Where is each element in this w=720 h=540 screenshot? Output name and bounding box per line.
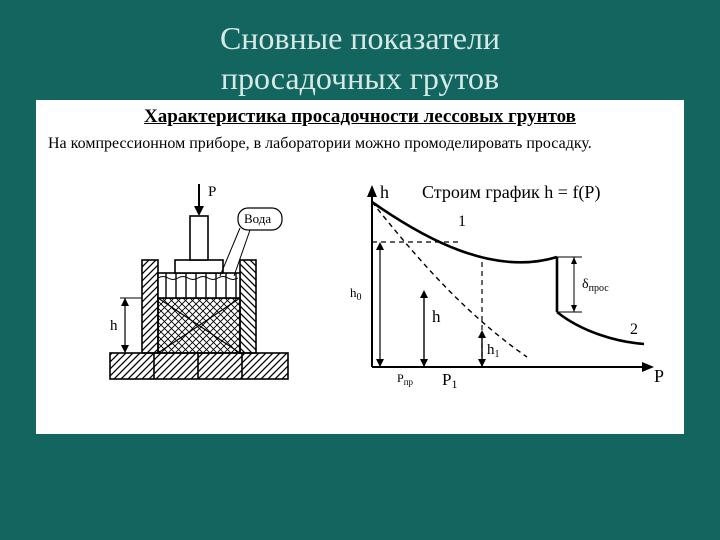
axis-x-label: P	[654, 366, 664, 386]
water-label: Вода	[244, 211, 271, 226]
title-line1: Сновные показатели	[220, 20, 500, 56]
P1-label: P1	[442, 370, 457, 391]
curve1-label: 1	[458, 213, 466, 230]
arrow-y-icon	[367, 185, 377, 197]
content-panel: Характеристика просадочности лессовых гр…	[36, 100, 684, 434]
curve-1	[372, 202, 557, 262]
h0-label: h0	[350, 285, 362, 303]
curve2-label: 2	[630, 321, 638, 338]
slide-title: Сновные показатели просадочных грутов	[0, 0, 720, 98]
arrow-x-icon	[642, 362, 654, 372]
chart: h P Строим график h = f(P) 1 2 δпрос	[342, 182, 672, 397]
panel-body: На компрессионном приборе, в лаборатории…	[48, 134, 672, 154]
slide: Сновные показатели просадочных грутов Ха…	[0, 0, 720, 540]
chart-title: Строим график h = f(P)	[422, 182, 600, 203]
apparatus-h-label: h	[110, 318, 118, 334]
panel-heading: Характеристика просадочности лессовых гр…	[36, 106, 684, 128]
apparatus-P-label: P	[208, 184, 216, 200]
delta-label: δпрос	[582, 277, 609, 294]
Ppr-label: Pпр	[397, 371, 414, 387]
h-label: h	[432, 307, 441, 326]
axis-y-label: h	[380, 182, 389, 202]
title-line2: просадочных грутов	[221, 60, 499, 96]
h1-label: h1	[487, 342, 500, 360]
apparatus-diagram: P Вода h	[70, 178, 330, 398]
